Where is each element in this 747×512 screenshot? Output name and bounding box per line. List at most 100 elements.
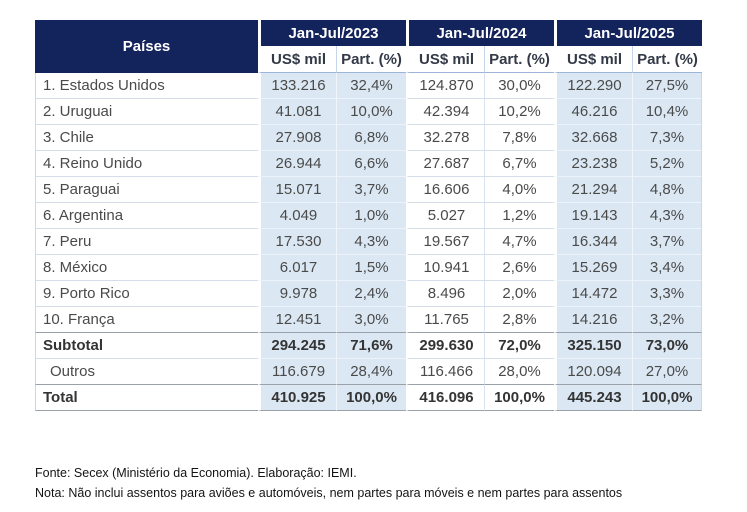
share-sub-header-2023: Part. (%) [336,46,406,73]
value-2024-cell: 299.630 [406,333,484,359]
source-note: Fonte: Secex (Ministério da Economia). E… [35,466,357,480]
value-sub-header-2025: US$ mil [554,46,632,73]
share-2025-cell: 4,3% [632,203,702,229]
share-2025-cell: 10,4% [632,99,702,125]
country-cell: 1. Estados Unidos [35,73,258,99]
share-2024-cell: 4,0% [484,177,554,203]
share-2024-cell: 1,2% [484,203,554,229]
country-cell: 7. Peru [35,229,258,255]
share-2025-cell: 5,2% [632,151,702,177]
value-2025-cell: 15.269 [554,255,632,281]
share-2024-cell: 2,6% [484,255,554,281]
sub-header-row: US$ mil Part. (%) US$ mil Part. (%) US$ … [35,46,702,73]
share-2024-cell: 30,0% [484,73,554,99]
value-2023-cell: 17.530 [258,229,336,255]
share-2025-cell: 27,5% [632,73,702,99]
table-row: 10. França 12.451 3,0% 11.765 2,8% 14.21… [35,307,702,333]
value-2023-cell: 15.071 [258,177,336,203]
share-2023-cell: 3,7% [336,177,406,203]
share-sub-header-2025: Part. (%) [632,46,702,73]
country-cell: 10. França [35,307,258,333]
share-2024-cell: 7,8% [484,125,554,151]
share-2024-cell: 10,2% [484,99,554,125]
value-2023-cell: 27.908 [258,125,336,151]
share-2024-cell: 100,0% [484,385,554,411]
value-2025-cell: 325.150 [554,333,632,359]
share-2023-cell: 28,4% [336,359,406,385]
period-header-2025: Jan-Jul/2025 [554,20,702,46]
value-2024-cell: 124.870 [406,73,484,99]
value-sub-header-2024: US$ mil [406,46,484,73]
share-2025-cell: 3,4% [632,255,702,281]
share-sub-header-2024: Part. (%) [484,46,554,73]
value-2024-cell: 27.687 [406,151,484,177]
value-2024-cell: 19.567 [406,229,484,255]
value-2024-cell: 8.496 [406,281,484,307]
country-cell: 3. Chile [35,125,258,151]
value-2025-cell: 21.294 [554,177,632,203]
value-2025-cell: 14.216 [554,307,632,333]
value-2024-cell: 16.606 [406,177,484,203]
country-cell: 6. Argentina [35,203,258,229]
value-2024-cell: 5.027 [406,203,484,229]
table-row: 2. Uruguai 41.081 10,0% 42.394 10,2% 46.… [35,99,702,125]
share-2025-cell: 100,0% [632,385,702,411]
share-2023-cell: 71,6% [336,333,406,359]
country-cell: 4. Reino Unido [35,151,258,177]
others-row: Outros 116.679 28,4% 116.466 28,0% 120.0… [35,359,702,385]
period-header-row: Países Jan-Jul/2023 Jan-Jul/2024 Jan-Jul… [35,20,702,73]
table-row: 1. Estados Unidos 133.216 32,4% 124.870 … [35,73,702,99]
share-2025-cell: 7,3% [632,125,702,151]
value-2025-cell: 120.094 [554,359,632,385]
share-2023-cell: 10,0% [336,99,406,125]
value-2025-cell: 445.243 [554,385,632,411]
value-2023-cell: 4.049 [258,203,336,229]
share-2023-cell: 4,3% [336,229,406,255]
footnote: Nota: Não inclui assentos para aviões e … [35,486,623,500]
value-2024-cell: 11.765 [406,307,484,333]
share-2023-cell: 1,5% [336,255,406,281]
value-2025-cell: 122.290 [554,73,632,99]
value-2025-cell: 19.143 [554,203,632,229]
value-2023-cell: 26.944 [258,151,336,177]
share-2024-cell: 6,7% [484,151,554,177]
country-cell: 8. México [35,255,258,281]
table-row: 4. Reino Unido 26.944 6,6% 27.687 6,7% 2… [35,151,702,177]
country-cell: Total [35,385,258,411]
share-2025-cell: 27,0% [632,359,702,385]
country-cell: Outros [35,359,258,385]
share-2023-cell: 3,0% [336,307,406,333]
share-2023-cell: 2,4% [336,281,406,307]
share-2024-cell: 72,0% [484,333,554,359]
footer-notes: Fonte: Secex (Ministério da Economia). E… [35,463,747,503]
value-2024-cell: 32.278 [406,125,484,151]
value-2024-cell: 416.096 [406,385,484,411]
country-cell: 9. Porto Rico [35,281,258,307]
table-row: 3. Chile 27.908 6,8% 32.278 7,8% 32.668 … [35,125,702,151]
exports-by-country-table: Países Jan-Jul/2023 Jan-Jul/2024 Jan-Jul… [35,20,702,411]
table-row: 6. Argentina 4.049 1,0% 5.027 1,2% 19.14… [35,203,702,229]
share-2025-cell: 73,0% [632,333,702,359]
country-cell: 2. Uruguai [35,99,258,125]
subtotal-row: Subtotal 294.245 71,6% 299.630 72,0% 325… [35,333,702,359]
share-2024-cell: 28,0% [484,359,554,385]
value-2025-cell: 32.668 [554,125,632,151]
value-2023-cell: 133.216 [258,73,336,99]
countries-column-header: Países [35,20,258,73]
value-2025-cell: 46.216 [554,99,632,125]
share-2025-cell: 3,7% [632,229,702,255]
value-2023-cell: 116.679 [258,359,336,385]
country-cell: 5. Paraguai [35,177,258,203]
share-2025-cell: 3,2% [632,307,702,333]
value-2023-cell: 410.925 [258,385,336,411]
share-2023-cell: 6,8% [336,125,406,151]
share-2024-cell: 2,8% [484,307,554,333]
value-2025-cell: 16.344 [554,229,632,255]
table-row: 7. Peru 17.530 4,3% 19.567 4,7% 16.344 3… [35,229,702,255]
share-2023-cell: 100,0% [336,385,406,411]
country-cell: Subtotal [35,333,258,359]
value-sub-header-2023: US$ mil [258,46,336,73]
table-row: 5. Paraguai 15.071 3,7% 16.606 4,0% 21.2… [35,177,702,203]
value-2025-cell: 23.238 [554,151,632,177]
